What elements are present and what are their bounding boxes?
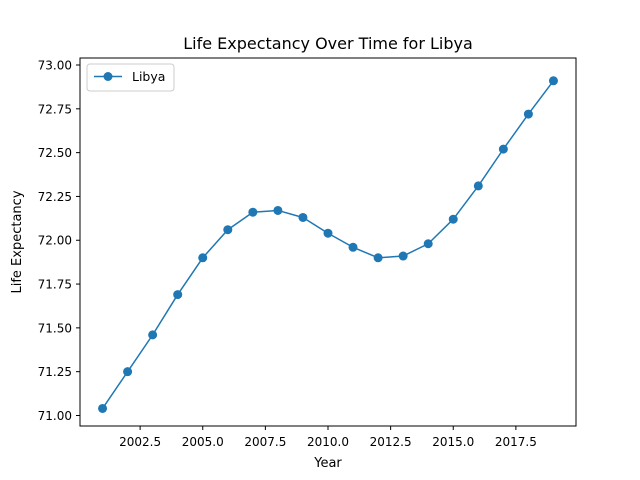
data-point xyxy=(523,109,533,119)
y-tick-label: 71.75 xyxy=(38,278,72,292)
data-point xyxy=(123,367,133,377)
data-point xyxy=(348,242,358,252)
x-tick-label: 2010.0 xyxy=(307,435,349,449)
data-point xyxy=(198,253,208,263)
data-point xyxy=(173,290,183,300)
data-point xyxy=(223,225,233,235)
data-point xyxy=(398,251,408,261)
x-tick-label: 2017.5 xyxy=(495,435,537,449)
data-point xyxy=(98,403,108,413)
legend-label-libya: Libya xyxy=(132,69,165,84)
y-tick-label: 72.75 xyxy=(38,102,72,116)
legend-box xyxy=(86,63,175,92)
y-tick-label: 72.00 xyxy=(38,234,72,248)
y-axis-label: Life Expectancy xyxy=(10,190,25,293)
data-point xyxy=(548,76,558,86)
x-axis-ticks: 2002.5 2005.0 2007.5 2010.0 2012.5 2015.0 2017… xyxy=(119,426,537,449)
y-axis-ticks: 71.00 71.25 71.50 71.75 72.00 72.25 72.50 72.75… xyxy=(38,59,80,423)
x-tick-label: 2015.0 xyxy=(432,435,474,449)
x-tick-label: 2005.0 xyxy=(182,435,224,449)
x-tick-label: 2007.5 xyxy=(244,435,286,449)
data-point xyxy=(248,207,258,217)
y-tick-label: 72.25 xyxy=(38,190,72,204)
legend: Libya xyxy=(86,63,175,92)
x-tick-label: 2002.5 xyxy=(119,435,161,449)
plot-area xyxy=(98,76,558,413)
y-tick-label: 71.00 xyxy=(38,409,72,423)
data-point xyxy=(273,205,283,215)
chart-title: Life Expectancy Over Time for Libya xyxy=(183,34,473,53)
data-point xyxy=(298,212,308,222)
y-tick-label: 71.50 xyxy=(38,321,72,335)
data-point xyxy=(323,228,333,238)
x-axis-label: Year xyxy=(313,456,342,471)
y-tick-label: 71.25 xyxy=(38,365,72,379)
data-point xyxy=(498,144,508,154)
y-tick-label: 73.00 xyxy=(38,59,72,73)
data-point xyxy=(473,181,483,191)
x-tick-label: 2012.5 xyxy=(370,435,412,449)
y-tick-label: 72.50 xyxy=(38,146,72,160)
data-point xyxy=(423,239,433,249)
legend-marker-swatch xyxy=(103,72,113,81)
data-point xyxy=(148,330,158,340)
data-point xyxy=(373,253,383,263)
data-point xyxy=(448,214,458,224)
